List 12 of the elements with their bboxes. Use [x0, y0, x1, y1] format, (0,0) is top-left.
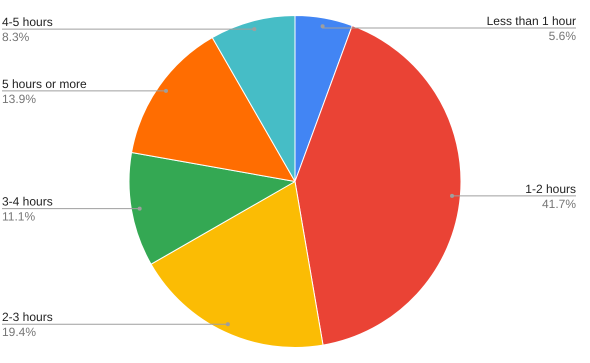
data-label: 41.7% — [542, 196, 576, 211]
slice-label: 4-5 hours — [2, 15, 53, 30]
data-label: 5.6% — [548, 29, 576, 43]
slice-label: 3-4 hours — [2, 194, 53, 209]
data-label: 8.3% — [2, 30, 30, 44]
data-label: 19.4% — [2, 325, 36, 340]
data-label: 11.1% — [2, 210, 36, 224]
data-label: 13.9% — [2, 92, 36, 106]
slice-label: 1-2 hours — [525, 182, 576, 196]
slice-label: 2-3 hours — [2, 310, 53, 324]
slice-label: 5 hours or more — [2, 76, 88, 91]
slice-label: Less than 1 hour — [486, 14, 576, 28]
